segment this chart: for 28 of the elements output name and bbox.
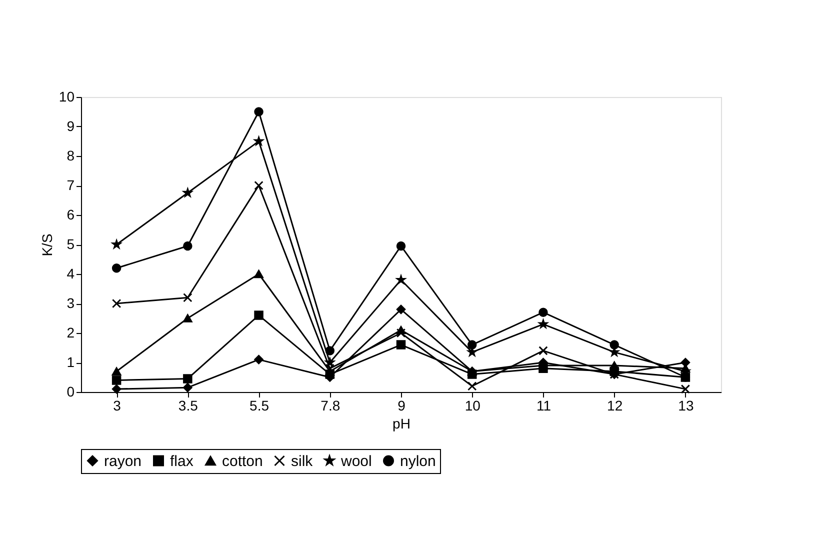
y-tick-label: 3 [66, 295, 75, 311]
y-tick-label: 9 [66, 118, 75, 134]
legend-label: rayon [104, 452, 142, 470]
x-tick-label: 13 [678, 398, 694, 414]
y-tick-label: 5 [66, 236, 75, 252]
y-tick-label: 4 [66, 266, 75, 282]
y-tick-label: 2 [66, 324, 75, 340]
legend-label: nylon [400, 452, 436, 470]
legend-label: silk [291, 452, 314, 470]
x-tick-label: 10 [464, 398, 481, 414]
y-tick-label: 6 [66, 206, 75, 222]
x-tick-label: 9 [398, 398, 406, 414]
legend-label: cotton [222, 452, 263, 470]
x-tick-label: 12 [607, 398, 623, 414]
x-tick-label: 3 [113, 398, 122, 414]
x-tick-label: 3.5 [178, 398, 198, 414]
y-tick-label: 7 [66, 177, 75, 193]
x-tick-label: 11 [536, 398, 552, 414]
legend-label: wool [340, 452, 372, 470]
x-tick-label: 7.8 [320, 398, 340, 414]
legend-label: flax [170, 452, 194, 470]
x-tick-label: 5.5 [250, 398, 270, 414]
y-tick-label: 1 [66, 354, 75, 370]
y-tick-label: 8 [66, 148, 75, 164]
y-axis-title: K/S [38, 234, 55, 256]
x-axis-title: pH [392, 416, 410, 432]
y-tick-label: 10 [58, 88, 75, 104]
y-tick-label: 0 [66, 384, 75, 400]
